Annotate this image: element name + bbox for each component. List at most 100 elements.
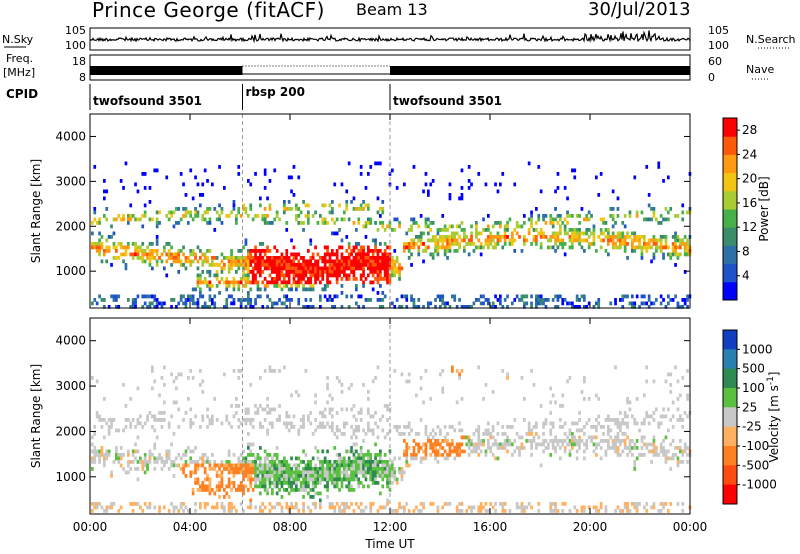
scatter-cell	[347, 305, 351, 309]
scatter-cell	[355, 463, 358, 468]
scatter-cell	[647, 442, 651, 447]
scatter-cell	[335, 467, 339, 471]
scatter-cell	[345, 235, 349, 239]
scatter-cell	[398, 224, 401, 229]
scatter-cell	[489, 242, 493, 246]
scatter-cell	[439, 228, 442, 232]
scatter-cell	[530, 369, 533, 373]
scatter-cell	[364, 505, 368, 510]
scatter-cell	[333, 470, 337, 475]
scatter-cell	[275, 453, 279, 457]
scatter-cell	[482, 439, 485, 443]
scatter-cell	[374, 245, 377, 250]
scatter-cell	[292, 266, 296, 271]
scatter-cell	[319, 474, 322, 478]
scatter-cell	[139, 414, 142, 419]
scatter-cell	[403, 505, 406, 510]
scatter-cell	[443, 249, 447, 253]
scatter-cell	[297, 463, 301, 468]
scatter-cell	[635, 235, 639, 239]
scatter-cell	[470, 505, 473, 510]
freq-label-1: Freq.	[6, 52, 33, 65]
scatter-cell	[179, 263, 183, 267]
scatter-cell	[383, 467, 387, 471]
scatter-cell	[371, 467, 375, 471]
scatter-cell	[239, 214, 243, 218]
scatter-cell	[549, 502, 553, 506]
scatter-cell	[609, 235, 613, 239]
scatter-cell	[268, 280, 272, 285]
scatter-cell	[285, 505, 289, 510]
scatter-cell	[268, 207, 272, 211]
scatter-cell	[206, 456, 209, 461]
scatter-cell	[359, 172, 363, 176]
scatter-cell	[626, 400, 629, 405]
scatter-cell	[472, 432, 476, 436]
scatter-cell	[206, 210, 209, 215]
scatter-cell	[585, 439, 589, 443]
scatter-cell	[107, 449, 111, 454]
scatter-cell	[299, 280, 303, 285]
scatter-cell	[436, 509, 440, 513]
power-colorbar-segment	[723, 172, 737, 192]
scatter-cell	[295, 470, 298, 475]
scatter-cell	[307, 470, 310, 475]
scatter-cell	[194, 463, 197, 468]
scatter-cell	[362, 439, 365, 443]
scatter-cell	[439, 453, 442, 457]
scatter-cell	[208, 421, 212, 426]
scatter-cell	[237, 259, 241, 264]
scatter-cell	[259, 463, 262, 468]
scatter-cell	[319, 491, 322, 496]
scatter-cell	[307, 203, 310, 208]
scatter-cell	[386, 432, 389, 436]
scatter-cell	[280, 467, 284, 471]
scatter-cell	[487, 442, 490, 447]
scatter-cell	[503, 228, 507, 232]
scatter-cell	[386, 463, 389, 468]
scatter-cell	[566, 214, 569, 218]
scatter-cell	[523, 221, 526, 225]
scatter-cell	[333, 481, 337, 485]
scatter-cell	[278, 474, 281, 478]
scatter-cell	[189, 298, 193, 302]
scatter-cell	[239, 263, 243, 267]
scatter-cell	[201, 484, 205, 489]
scatter-cell	[333, 446, 337, 450]
scatter-cell	[626, 505, 629, 510]
scatter-cell	[297, 488, 301, 492]
scatter-cell	[239, 470, 243, 475]
scatter-cell	[299, 481, 303, 485]
scatter-cell	[359, 263, 363, 267]
scatter-cell	[232, 256, 236, 260]
scatter-cell	[304, 477, 308, 482]
scatter-cell	[616, 446, 620, 450]
scatter-cell	[242, 207, 245, 211]
scatter-cell	[155, 224, 159, 229]
scatter-cell	[302, 477, 305, 482]
scatter-cell	[331, 467, 334, 471]
scatter-cell	[331, 470, 334, 475]
scatter-cell	[247, 291, 250, 295]
scatter-cell	[340, 463, 344, 468]
scatter-cell	[259, 249, 262, 253]
scatter-cell	[662, 502, 665, 506]
scatter-cell	[662, 252, 665, 257]
scatter-cell	[362, 470, 365, 475]
scatter-cell	[134, 242, 137, 246]
scatter-cell	[175, 376, 178, 380]
scatter-cell	[448, 182, 452, 187]
scatter-cell	[275, 249, 279, 253]
scatter-cell	[105, 238, 109, 243]
scatter-cell	[664, 449, 668, 454]
scatter-cell	[671, 252, 675, 257]
scatter-cell	[568, 214, 572, 218]
scatter-cell	[429, 442, 433, 447]
scatter-cell	[115, 298, 118, 302]
scatter-cell	[223, 372, 226, 377]
scatter-cell	[326, 249, 329, 253]
scatter-cell	[184, 449, 188, 454]
scatter-cell	[595, 509, 598, 513]
scatter-cell	[362, 383, 365, 387]
scatter-cell	[194, 477, 197, 482]
